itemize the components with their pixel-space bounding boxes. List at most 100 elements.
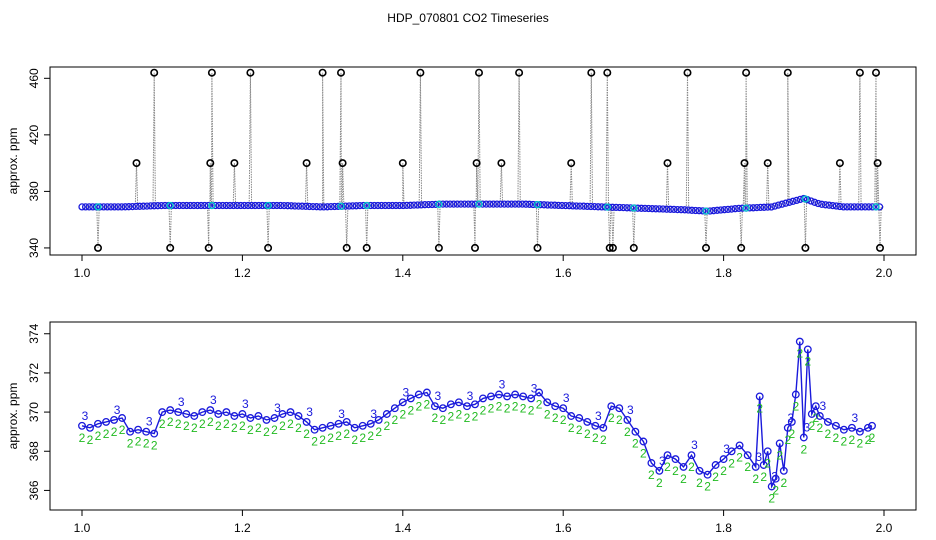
top-base-point	[850, 203, 858, 211]
top-cyan-point	[702, 207, 710, 215]
top-cyan-point	[435, 200, 443, 208]
bottom-point-label-3: 3	[402, 385, 409, 399]
bottom-point-circle	[763, 447, 772, 456]
bottom-point-label-2: 2	[808, 419, 815, 433]
bottom-point-label-2: 2	[592, 431, 599, 445]
bottom-y-axis-label: approx. ppm	[6, 383, 20, 450]
top-base-point	[107, 203, 115, 211]
top-base-point	[608, 203, 617, 211]
bottom-point-label-2: 2	[772, 484, 779, 498]
bottom-point-label-3: 3	[146, 415, 153, 429]
top-base-point	[796, 195, 804, 204]
top-axes: 1.0 1.2 1.4 1.6 1.8 2.0 340 380 420 460	[27, 68, 893, 280]
top-spike-point	[94, 243, 103, 252]
bottom-point-label-2: 2	[760, 470, 767, 484]
bottom-point-circle	[711, 461, 720, 469]
top-base-point	[395, 201, 404, 210]
top-base-point	[583, 202, 591, 211]
bottom-point-label-2: 2	[520, 401, 527, 415]
top-spike-point	[835, 159, 844, 168]
bottom-x-tick-label: 1.6	[555, 521, 572, 535]
bottom-point-circle	[807, 410, 816, 418]
bottom-point-label-2: 2	[796, 347, 803, 361]
bottom-point-label-2: 2	[857, 437, 864, 451]
top-base-point	[493, 200, 501, 208]
bottom-point-label-2: 2	[800, 443, 807, 457]
top-base-point	[81, 203, 90, 211]
top-base-point	[183, 201, 191, 210]
top-spike-point	[763, 159, 772, 168]
top-spike-point	[603, 68, 612, 77]
bottom-point-label-3: 3	[755, 450, 762, 464]
bottom-point-label-2: 2	[672, 464, 679, 478]
bottom-point-label-2: 2	[159, 417, 166, 431]
top-base-point	[211, 201, 220, 210]
top-base-point	[460, 200, 469, 208]
bottom-point-circle	[647, 459, 656, 467]
top-base-point	[634, 204, 642, 212]
bottom-point-label-2: 2	[784, 433, 791, 447]
top-base-point	[179, 201, 187, 210]
top-base-point	[857, 203, 866, 211]
bottom-point-label-2: 2	[560, 413, 567, 427]
bottom-point-label-2: 2	[151, 439, 158, 453]
bottom-point-circle	[607, 402, 616, 411]
top-base-point	[717, 206, 725, 214]
top-spike-point	[875, 243, 884, 252]
bottom-point-circle	[230, 412, 239, 420]
bottom-point-circle	[583, 417, 592, 426]
bottom-point-circle	[575, 414, 584, 422]
top-panel: approx. ppm 1.0 1.2 1.4 1.6 1.8 2.0 340 380 420 4…	[6, 66, 917, 280]
top-base-point	[125, 203, 133, 211]
bottom-point-label-2: 2	[375, 425, 382, 439]
top-base-point	[623, 204, 631, 212]
bottom-point-label-2: 2	[440, 413, 447, 427]
bottom-point-circle	[422, 388, 431, 397]
bottom-point-circle	[803, 345, 812, 354]
top-cyan-point	[872, 203, 880, 211]
bottom-point-label-3: 3	[82, 409, 89, 423]
top-series-line	[82, 72, 884, 248]
bottom-point-circle	[519, 392, 528, 401]
top-base-point	[417, 201, 425, 209]
top-base-point	[518, 200, 526, 208]
bottom-point-label-2: 2	[239, 419, 246, 433]
bottom-point-label-2: 2	[608, 411, 615, 425]
bottom-point-label-2: 2	[788, 427, 795, 441]
top-base-point	[832, 202, 840, 210]
bottom-point-label-2: 2	[367, 429, 374, 443]
bottom-point-circle	[727, 447, 736, 456]
bottom-point-label-2: 2	[656, 476, 663, 490]
bottom-point-circle	[503, 392, 512, 401]
bottom-point-circle	[398, 398, 407, 407]
top-base-point	[515, 200, 523, 208]
top-base-point	[432, 200, 440, 209]
top-base-point	[670, 205, 678, 214]
top-base-point	[450, 200, 458, 208]
top-base-point	[836, 202, 844, 211]
bottom-point-label-2: 2	[768, 492, 775, 506]
top-spike-point	[801, 243, 810, 252]
bottom-point-label-2: 2	[111, 425, 118, 439]
bottom-point-label-3: 3	[467, 389, 474, 403]
bottom-point-label-2: 2	[869, 431, 876, 445]
top-base-point	[818, 200, 826, 208]
bottom-point-label-2: 2	[79, 431, 86, 445]
top-base-point	[648, 205, 656, 213]
bottom-point-label-2: 2	[424, 398, 431, 412]
top-spike-point	[474, 68, 483, 77]
top-base-point	[789, 197, 797, 205]
top-base-point	[735, 204, 743, 213]
top-base-point	[280, 201, 288, 210]
bottom-point-label-3: 3	[771, 470, 778, 484]
bottom-point-label-2: 2	[279, 419, 286, 433]
top-base-point	[161, 201, 169, 210]
top-cyan-point	[475, 200, 483, 208]
bottom-point-label-2: 2	[816, 421, 823, 435]
bottom-point-label-3: 3	[803, 421, 810, 435]
top-base-point	[572, 202, 581, 210]
bottom-point-label-2: 2	[712, 470, 719, 484]
top-base-point	[464, 200, 472, 208]
top-base-point	[641, 204, 649, 213]
bottom-point-label-2: 2	[95, 429, 102, 443]
